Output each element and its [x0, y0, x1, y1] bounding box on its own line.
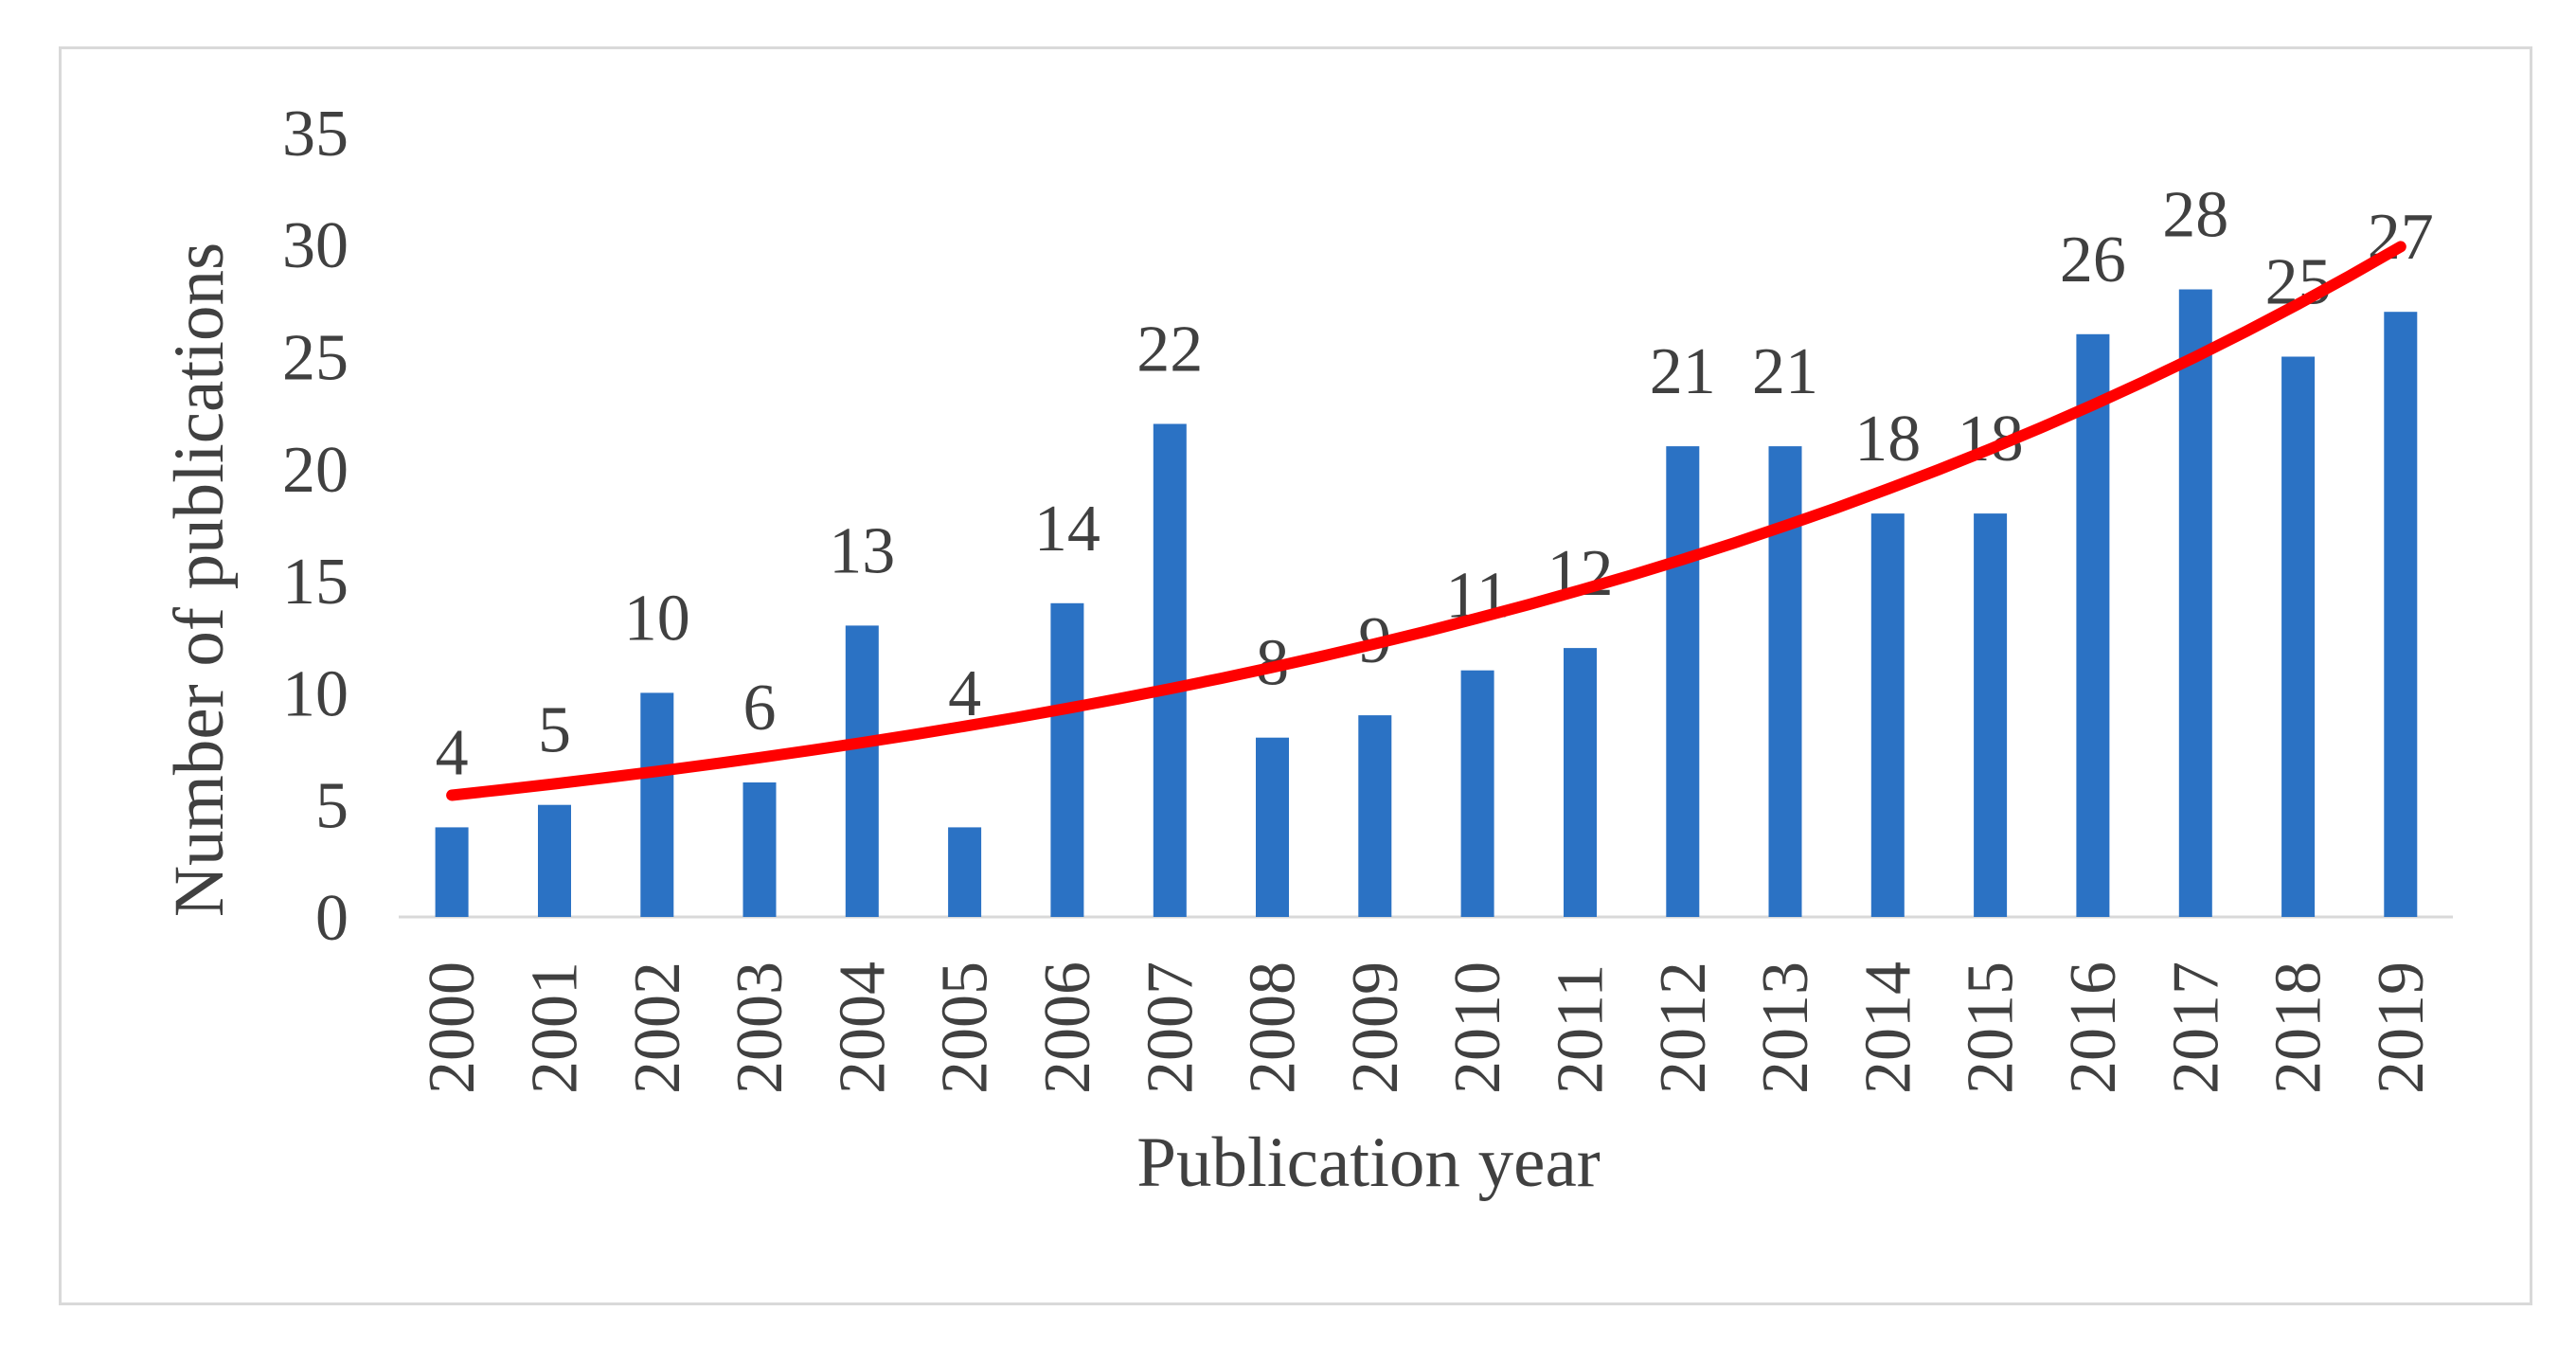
y-tick-labels: 0 5 10 15 20 25 30 35	[282, 98, 349, 955]
bar	[1050, 602, 1084, 917]
y-tick-label: 20	[282, 434, 349, 507]
bar-value-label: 5	[538, 694, 571, 767]
bar	[845, 625, 879, 917]
x-tick-label: 2018	[2263, 961, 2335, 1094]
y-tick-label: 10	[282, 657, 349, 730]
exponential-trendline	[446, 241, 2406, 801]
bar	[2384, 312, 2418, 917]
bar-value-label: 4	[436, 716, 469, 789]
bar	[2178, 289, 2212, 917]
x-tick-label: 2009	[1339, 961, 1412, 1094]
bar	[2281, 356, 2316, 917]
x-tick-labels: 2000 2001 2002 2003 2004 2005 2006 2007 2008 2009…	[416, 961, 2438, 1094]
x-tick-label: 2005	[929, 961, 1002, 1094]
bar-value-label: 26	[2060, 224, 2126, 296]
x-tick-label: 2016	[2057, 961, 2130, 1094]
y-tick-label: 30	[282, 209, 349, 282]
x-tick-label: 2007	[1134, 961, 1207, 1094]
bar	[1870, 513, 1905, 917]
x-tick-label: 2012	[1647, 961, 1720, 1094]
bar-value-label: 6	[743, 672, 777, 745]
y-tick-label: 35	[282, 98, 349, 171]
x-tick-label: 2000	[416, 961, 489, 1094]
x-tick-label: 2015	[1955, 961, 2028, 1094]
bar	[948, 827, 982, 917]
x-tick-label: 2001	[519, 961, 592, 1094]
bar-value-label: 18	[1854, 403, 1921, 476]
bar	[1358, 715, 1392, 917]
x-tick-label: 2019	[2365, 961, 2438, 1094]
bar-value-label: 13	[829, 514, 895, 587]
bar	[538, 804, 571, 917]
bar	[1256, 737, 1289, 917]
x-tick-label: 2006	[1031, 961, 1104, 1094]
x-tick-label: 2002	[621, 961, 694, 1094]
bar	[1460, 670, 1494, 917]
y-tick-label: 15	[282, 546, 349, 619]
bar-value-label: 10	[624, 582, 690, 655]
bars-group	[435, 289, 2418, 917]
bar-value-label: 22	[1136, 314, 1203, 386]
bar	[742, 782, 777, 917]
x-tick-label: 2008	[1237, 961, 1310, 1094]
x-tick-label: 2014	[1852, 961, 1924, 1094]
x-tick-label: 2017	[2159, 961, 2232, 1094]
x-tick-label: 2010	[1441, 961, 1514, 1094]
bar-value-label: 21	[1650, 335, 1716, 408]
bar	[640, 692, 674, 917]
bar-value-label: 14	[1034, 493, 1100, 566]
x-tick-label: 2013	[1749, 961, 1822, 1094]
bar	[1153, 423, 1187, 917]
bar	[1974, 513, 2008, 917]
y-tick-label: 25	[282, 322, 349, 395]
y-tick-label: 0	[315, 882, 349, 955]
figure-border	[59, 46, 2532, 1305]
bar	[1564, 648, 1597, 917]
bar-value-label: 28	[2162, 179, 2228, 252]
bar	[1666, 446, 1700, 917]
bar-value-label: 4	[948, 657, 981, 730]
y-axis-title: Number of publications	[160, 242, 239, 917]
y-tick-label: 5	[315, 770, 349, 843]
bar	[2076, 333, 2110, 917]
x-tick-label: 2003	[724, 961, 796, 1094]
x-axis-title: Publication year	[1136, 1123, 1600, 1202]
bar	[435, 827, 469, 917]
x-tick-label: 2011	[1545, 964, 1618, 1094]
bar-value-label: 21	[1752, 335, 1818, 408]
x-tick-label: 2004	[826, 961, 899, 1094]
